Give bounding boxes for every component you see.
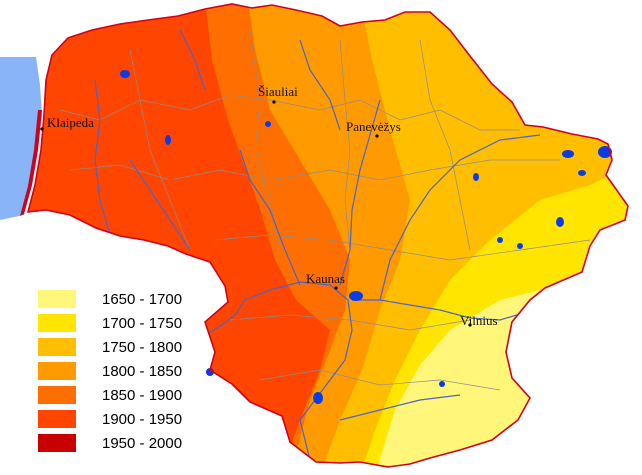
legend-item: 1700 - 1750 xyxy=(38,314,182,332)
legend-swatch xyxy=(38,290,76,308)
city-dot xyxy=(334,286,338,290)
river-dubysa xyxy=(239,149,301,286)
city-label: Panevėžys xyxy=(346,119,401,134)
lake xyxy=(349,291,363,301)
legend-swatch xyxy=(38,314,76,332)
legend-label: 1900 - 1950 xyxy=(102,411,182,428)
lake xyxy=(206,368,214,376)
river-musa xyxy=(299,39,341,131)
city-dot xyxy=(40,127,44,131)
legend-swatch xyxy=(38,338,76,356)
legend-swatch xyxy=(38,410,76,428)
city-label: Vilnius xyxy=(460,313,498,328)
legend-label: 1650 - 1700 xyxy=(102,291,182,308)
lake xyxy=(473,173,479,181)
lake xyxy=(165,135,171,145)
city-markers: Klaipeda Šiauliai Panevėžys Kaunas Vilni… xyxy=(40,84,498,328)
lake xyxy=(578,170,586,176)
legend-item: 1850 - 1900 xyxy=(38,386,182,404)
city-dot xyxy=(272,100,276,104)
river-venta xyxy=(179,29,206,91)
curonian-spit xyxy=(20,110,42,216)
city-klaipeda: Klaipeda xyxy=(40,115,94,131)
lake xyxy=(313,392,323,404)
city-label: Šiauliai xyxy=(258,84,298,99)
river-minija xyxy=(94,79,111,236)
river-jura xyxy=(129,159,191,251)
city-dot xyxy=(468,323,472,327)
city-panevezys: Panevėžys xyxy=(346,119,401,138)
legend-label: 1850 - 1900 xyxy=(102,387,182,404)
lake xyxy=(562,150,574,158)
lake xyxy=(556,217,564,227)
lake xyxy=(497,237,503,243)
legend-label: 1700 - 1750 xyxy=(102,315,182,332)
lake xyxy=(265,121,271,127)
legend: 1650 - 1700 1700 - 1750 1750 - 1800 1800… xyxy=(38,290,182,452)
river-nevezis xyxy=(339,99,381,286)
legend-item: 1650 - 1700 xyxy=(38,290,182,308)
legend-item: 1750 - 1800 xyxy=(38,338,182,356)
city-dot xyxy=(375,134,379,138)
city-label: Klaipeda xyxy=(47,115,94,130)
legend-swatch xyxy=(38,434,76,452)
legend-swatch xyxy=(38,386,76,404)
river-merkys xyxy=(339,394,461,421)
district-boundaries xyxy=(59,29,591,391)
legend-label: 1950 - 2000 xyxy=(102,435,182,452)
legend-item: 1950 - 2000 xyxy=(38,434,182,452)
legend-label: 1800 - 1850 xyxy=(102,363,182,380)
lake xyxy=(439,381,445,387)
river-sventoji xyxy=(379,134,541,301)
lake xyxy=(120,70,130,78)
legend-swatch xyxy=(38,362,76,380)
city-kaunas: Kaunas xyxy=(306,271,345,290)
city-label: Kaunas xyxy=(306,271,345,286)
city-siauliai: Šiauliai xyxy=(258,84,298,104)
legend-item: 1900 - 1950 xyxy=(38,410,182,428)
legend-label: 1750 - 1800 xyxy=(102,339,182,356)
legend-item: 1800 - 1850 xyxy=(38,362,182,380)
lake xyxy=(517,243,523,249)
city-vilnius: Vilnius xyxy=(460,313,498,328)
